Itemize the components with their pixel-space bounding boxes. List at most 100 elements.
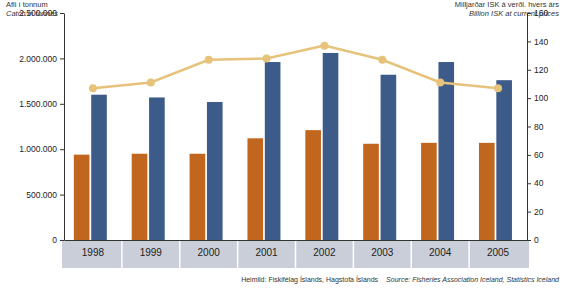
line: [93, 46, 498, 89]
tick-mark: [60, 240, 64, 241]
tick-label: 100: [534, 93, 548, 103]
tick: 2002: [313, 240, 336, 258]
tick: 1.000.000: [19, 144, 64, 154]
category-band: [62, 241, 529, 268]
tick-mark: [60, 58, 64, 59]
axis-title: Milljarðar ISK á verðl. hvers árs: [455, 0, 559, 9]
axis-title: Billion ISK at current prices: [469, 9, 559, 18]
marker: [263, 54, 271, 62]
tick-mark: [527, 212, 531, 213]
bar-series: [74, 130, 495, 240]
tick: 40: [527, 178, 544, 188]
bar: [363, 144, 379, 240]
bar: [265, 62, 281, 240]
tick-mark: [60, 104, 64, 105]
bar: [496, 80, 512, 240]
tick-mark: [527, 240, 531, 241]
tick: 140: [527, 37, 548, 47]
tick: 2003: [371, 240, 394, 258]
annotation: Source: Fisheries Association Iceland, S…: [386, 276, 560, 283]
band-separator: [411, 241, 413, 268]
tick: 1999: [140, 240, 163, 258]
tick-label: 2003: [371, 247, 394, 258]
tick-mark: [60, 149, 64, 150]
tick: 2004: [429, 240, 452, 258]
bar: [438, 62, 454, 240]
tick-mark: [527, 41, 531, 42]
bar: [207, 102, 223, 240]
tick: 20: [527, 207, 544, 217]
tick-label: 2002: [313, 247, 336, 258]
band-separator: [468, 241, 470, 268]
annotation: Heimild: Fiskifélag Íslands, Hagstofa Ís…: [241, 275, 378, 284]
bar-series: [91, 53, 512, 240]
marker: [494, 84, 502, 92]
tick-label: 2004: [429, 247, 452, 258]
tick: 2.000.000: [19, 54, 64, 64]
tick-label: 1998: [82, 247, 105, 258]
tick: 80: [527, 122, 544, 132]
tick-label: 0: [534, 235, 539, 245]
tick: 120: [527, 65, 548, 75]
tick-mark: [60, 13, 64, 14]
tick-mark: [527, 127, 531, 128]
bar: [305, 130, 321, 240]
tick: 0: [52, 235, 64, 245]
tick-label: 1.500.000: [19, 99, 57, 109]
bar: [74, 155, 90, 240]
marker: [436, 79, 444, 87]
band-separator: [121, 241, 123, 268]
tick: 100: [527, 93, 548, 103]
tick: 1.500.000: [19, 99, 64, 109]
bar: [190, 154, 206, 240]
tick-label: 20: [534, 207, 544, 217]
tick-label: 1999: [140, 247, 163, 258]
tick-label: 140: [534, 37, 548, 47]
band-separator: [295, 241, 297, 268]
axis-line: [64, 14, 65, 241]
tick-mark: [527, 183, 531, 184]
bar: [247, 138, 263, 240]
x-axis: 1998 1999 2000 2001 2002 2003 2004 2005: [65, 240, 528, 258]
tick-mark: [60, 195, 64, 196]
y2-axis: 020406080100120140160: [527, 8, 548, 245]
tick-label: 1.000.000: [19, 144, 57, 154]
tick-label: 2000: [198, 247, 221, 258]
y-axis: 0500.0001.000.0001.500.0002.000.0002.500…: [19, 8, 64, 245]
tick-mark: [527, 70, 531, 71]
bar: [323, 53, 339, 240]
tick-label: 120: [534, 65, 548, 75]
marker: [147, 79, 155, 87]
tick-mark: [527, 98, 531, 99]
tick: 1998: [82, 240, 105, 258]
chart: 0500.0001.000.0001.500.0002.000.0002.500…: [0, 0, 563, 288]
bar: [381, 75, 397, 240]
tick: 500.000: [26, 190, 64, 200]
tick: 2005: [487, 240, 510, 258]
tick-label: 80: [534, 122, 544, 132]
bar: [421, 143, 437, 240]
tick-label: 500.000: [26, 190, 57, 200]
bar: [479, 143, 495, 240]
tick-label: 2001: [255, 247, 278, 258]
bar: [149, 97, 165, 240]
tick: 2001: [255, 240, 278, 258]
tick: 0: [527, 235, 539, 245]
axis-line: [65, 240, 528, 241]
marker: [378, 56, 386, 64]
tick-label: 2005: [487, 247, 510, 258]
plot-area: [74, 42, 512, 240]
tick-label: 2.000.000: [19, 54, 57, 64]
band-separator: [179, 241, 181, 268]
bar: [91, 95, 107, 240]
markers: [89, 42, 502, 93]
tick-label: 40: [534, 178, 544, 188]
marker: [89, 84, 97, 92]
bar: [132, 154, 148, 240]
tick-label: 0: [52, 235, 57, 245]
tick-label: 60: [534, 150, 544, 160]
tick: 60: [527, 150, 544, 160]
band-separator: [237, 241, 239, 268]
tick: 2000: [198, 240, 221, 258]
source: Heimild: Fiskifélag Íslands, Hagstofa Ís…: [241, 275, 560, 284]
